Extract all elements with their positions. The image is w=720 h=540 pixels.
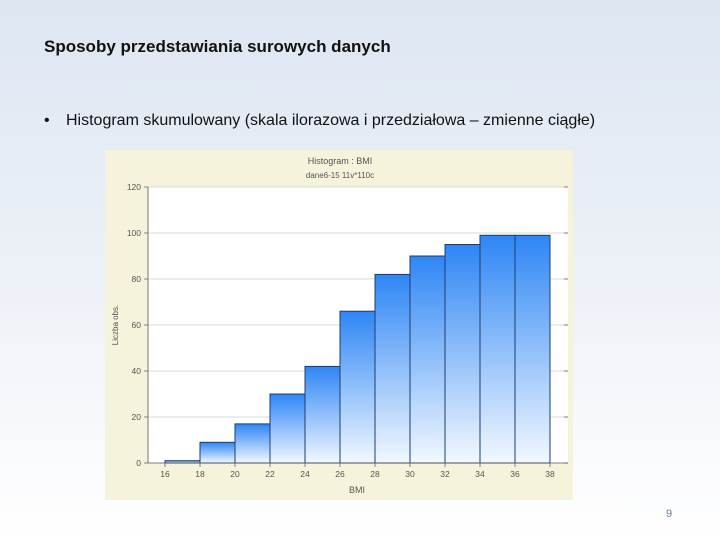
x-tick-label: 28: [370, 469, 380, 479]
x-tick-label: 16: [160, 469, 170, 479]
axes: 0 20 40 60 80 100 120 16 18 20 22 24 26 28 30 32 34 36 38: [127, 182, 568, 479]
y-tick-label: 60: [132, 320, 142, 330]
y-tick-label: 100: [127, 228, 141, 238]
x-tick-label: 38: [545, 469, 555, 479]
y-tick-label: 40: [132, 366, 142, 376]
histogram-bar: [374, 273, 411, 464]
y-tick-label: 0: [136, 458, 141, 468]
bullet-item: • Histogram skumulowany (skala ilorazowa…: [44, 112, 595, 130]
y-tick-label: 120: [127, 182, 141, 192]
histogram-chart: 0 20 40 60 80 100 120 16 18 20 22 24 26 28 30 32 34 36 38 …: [105, 150, 573, 500]
bullet-marker: •: [44, 112, 50, 129]
chart-subtitle: dane6-15 11v*110c: [306, 171, 374, 180]
histogram-bar: [339, 310, 376, 464]
x-axis-label: BMI: [349, 485, 365, 495]
slide-title: Sposoby przedstawiania surowych danych: [44, 37, 391, 56]
histogram-bar: [234, 423, 271, 464]
histogram-bar: [199, 441, 236, 464]
x-tick-label: 20: [230, 469, 240, 479]
histogram-bar: [444, 244, 481, 464]
bullet-text: Histogram skumulowany (skala ilorazowa i…: [66, 112, 596, 129]
y-tick-label: 20: [132, 412, 142, 422]
x-tick-label: 32: [440, 469, 450, 479]
histogram-bar: [304, 365, 341, 464]
y-tick-label: 80: [132, 274, 142, 284]
histogram-bar: [409, 255, 446, 464]
x-tick-label: 26: [335, 469, 345, 479]
chart-title: Histogram : BMI: [308, 156, 373, 166]
histogram-bar: [514, 234, 551, 464]
histogram-bar: [479, 234, 516, 464]
x-tick-label: 30: [405, 469, 415, 479]
bar-series: [164, 234, 551, 464]
x-tick-label: 36: [510, 469, 520, 479]
x-tick-label: 34: [475, 469, 485, 479]
y-axis-label: Liczba obs.: [111, 305, 120, 345]
x-tick-label: 18: [195, 469, 205, 479]
x-tick-label: 22: [265, 469, 275, 479]
x-tick-label: 24: [300, 469, 310, 479]
histogram-bar: [269, 393, 306, 464]
page-number: 9: [666, 508, 673, 520]
